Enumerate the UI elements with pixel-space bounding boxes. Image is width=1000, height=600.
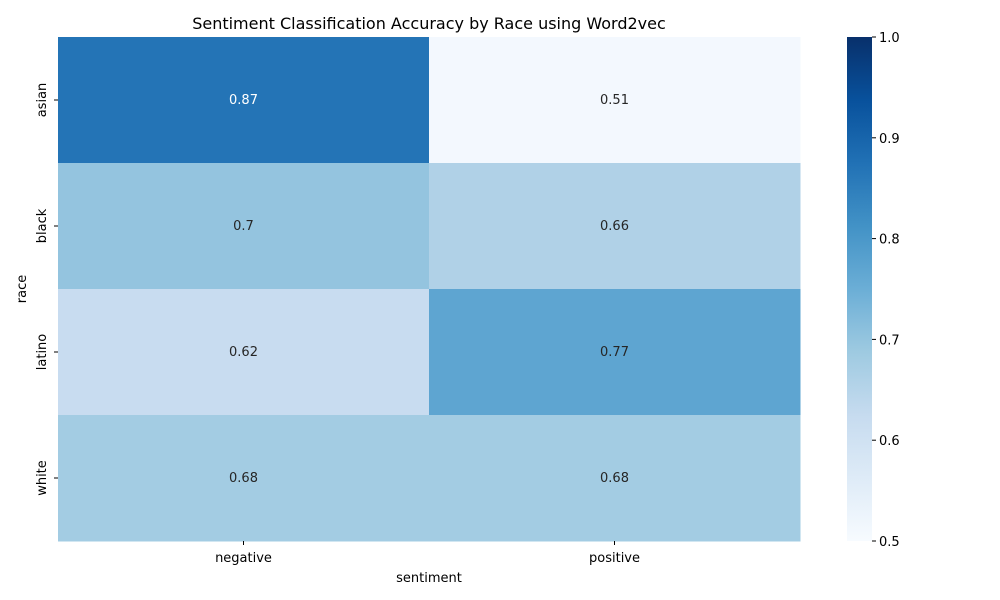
colorbar-tick-label: 0.8 bbox=[879, 233, 900, 248]
y-axis-label: race bbox=[15, 275, 30, 303]
colorbar: 0.5 0.6 0.7 0.8 0.9 1.0 bbox=[847, 31, 900, 550]
y-tick-label: latino bbox=[35, 334, 50, 371]
heatmap-cell bbox=[429, 289, 801, 416]
cell-value-label: 0.66 bbox=[600, 219, 629, 234]
heatmap-cell bbox=[429, 37, 801, 164]
heatmap-cell bbox=[58, 37, 430, 164]
colorbar-tick-label: 1.0 bbox=[879, 31, 900, 46]
cell-value-label: 0.87 bbox=[229, 93, 258, 108]
y-axis: asian black latino white bbox=[35, 83, 58, 496]
heatmap-cells: 0.87 0.51 0.7 0.66 0.62 0.77 0.68 0.68 bbox=[58, 37, 801, 542]
chart-title: Sentiment Classification Accuracy by Rac… bbox=[192, 14, 666, 33]
y-tick-label: white bbox=[35, 460, 50, 496]
x-axis: negative positive bbox=[215, 541, 640, 566]
colorbar-gradient bbox=[847, 37, 872, 541]
colorbar-tick-label: 0.7 bbox=[879, 333, 900, 348]
y-tick-label: asian bbox=[35, 83, 50, 118]
cell-value-label: 0.68 bbox=[600, 471, 629, 486]
cell-value-label: 0.77 bbox=[600, 345, 629, 360]
colorbar-tick-label: 0.6 bbox=[879, 434, 900, 449]
colorbar-tick-label: 0.5 bbox=[879, 535, 900, 550]
heatmap-cell bbox=[58, 163, 430, 290]
cell-value-label: 0.51 bbox=[600, 93, 629, 108]
cell-value-label: 0.7 bbox=[233, 219, 254, 234]
x-tick-label: negative bbox=[215, 551, 272, 566]
heatmap-cell bbox=[429, 415, 801, 542]
colorbar-tick-label: 0.9 bbox=[879, 132, 900, 147]
heatmap-cell bbox=[58, 415, 430, 542]
cell-value-label: 0.68 bbox=[229, 471, 258, 486]
x-tick-label: positive bbox=[589, 551, 640, 566]
heatmap-cell bbox=[58, 289, 430, 416]
x-axis-label: sentiment bbox=[396, 571, 462, 586]
heatmap-cell bbox=[429, 163, 801, 290]
y-tick-label: black bbox=[35, 208, 50, 243]
cell-value-label: 0.62 bbox=[229, 345, 258, 360]
